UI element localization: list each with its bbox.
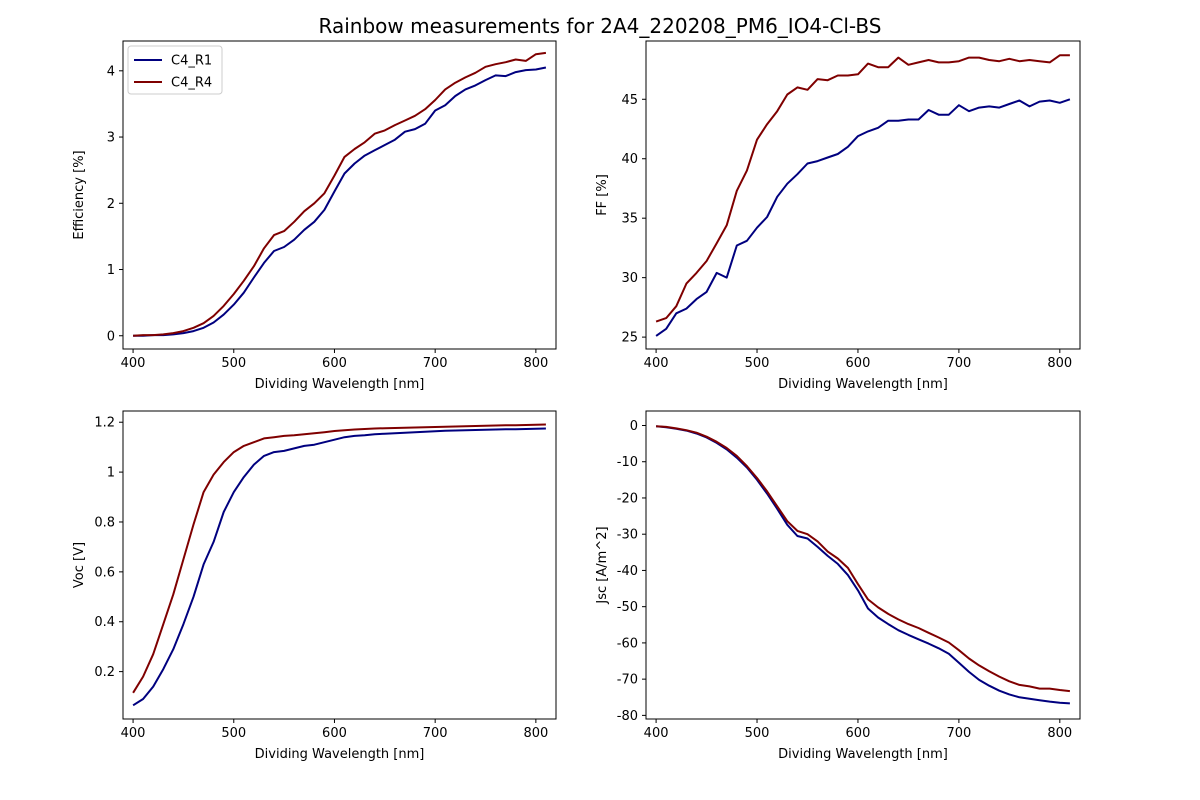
x-axis-label: Dividing Wavelength [nm] xyxy=(778,377,948,392)
axes-frame xyxy=(645,410,1081,720)
x-tick-label: 800 xyxy=(523,356,548,371)
y-tick-label: 0.4 xyxy=(94,615,115,630)
x-tick-label: 700 xyxy=(946,726,971,741)
voc-chart: 400 500 600 700 800 0.2 0.4 0.6 0.8 1 1.2 Dividing … xyxy=(72,410,557,762)
x-tick-label: 600 xyxy=(846,356,871,371)
x-tick-label: 800 xyxy=(1047,356,1072,371)
y-tick-label: 0.6 xyxy=(94,565,115,580)
x-tick-label: 700 xyxy=(946,356,971,371)
x-tick-label: 400 xyxy=(644,356,669,371)
series-line-c4-r1 xyxy=(655,425,1070,705)
y-tick-label: 40 xyxy=(621,152,638,167)
y-tick-label: -40 xyxy=(617,564,638,579)
y-tick-label: 25 xyxy=(621,331,638,346)
axes-frame xyxy=(122,410,557,720)
efficiency-chart: 400 500 600 700 800 0 1 2 3 4 Dividing Wavelength … xyxy=(72,40,557,392)
y-tick-label: 4 xyxy=(107,64,115,79)
x-tick-label: 700 xyxy=(423,726,448,741)
y-tick-label: -80 xyxy=(617,709,638,724)
series-line-c4-r1 xyxy=(132,427,546,707)
ff-chart: 400 500 600 700 800 25 30 35 40 45 Dividing Wavele… xyxy=(595,40,1081,392)
y-tick-label: 35 xyxy=(621,212,638,227)
y-axis-label: Efficiency [%] xyxy=(72,150,87,239)
legend: C4_R1 C4_R4 xyxy=(127,45,223,95)
axes-frame xyxy=(122,40,557,350)
series-line-c4-r1 xyxy=(655,98,1071,337)
x-tick-label: 400 xyxy=(121,726,146,741)
y-tick-label: 3 xyxy=(107,131,115,146)
legend-label: C4_R4 xyxy=(171,76,212,91)
x-tick-label: 600 xyxy=(322,356,347,371)
y-axis-label: Voc [V] xyxy=(72,542,87,588)
y-tick-label: 1 xyxy=(107,466,115,481)
x-tick-label: 500 xyxy=(745,726,770,741)
y-tick-label: -60 xyxy=(617,636,638,651)
legend-label: C4_R1 xyxy=(171,54,212,69)
y-tick-label: -10 xyxy=(617,455,638,470)
series-line-c4-r1 xyxy=(133,66,547,337)
y-axis-label: FF [%] xyxy=(595,174,610,216)
y-tick-label: -20 xyxy=(617,491,638,506)
x-tick-label: 400 xyxy=(644,726,669,741)
x-tick-label: 600 xyxy=(322,726,347,741)
figure-title: Rainbow measurements for 2A4_220208_PM6_… xyxy=(319,14,882,38)
x-tick-label: 500 xyxy=(745,356,770,371)
y-tick-label: 0 xyxy=(107,329,115,344)
y-axis-label: Jsc [A/m^2] xyxy=(595,526,610,604)
x-tick-label: 500 xyxy=(221,356,246,371)
y-tick-label: 30 xyxy=(621,271,638,286)
x-axis-label: Dividing Wavelength [nm] xyxy=(255,377,425,392)
x-tick-label: 800 xyxy=(1047,726,1072,741)
x-tick-label: 400 xyxy=(121,356,146,371)
y-tick-label: 0.2 xyxy=(94,665,115,680)
y-tick-label: 45 xyxy=(621,93,638,108)
y-tick-label: -50 xyxy=(617,600,638,615)
x-tick-label: 800 xyxy=(523,726,548,741)
x-tick-label: 600 xyxy=(846,726,871,741)
series-line-c4-r4 xyxy=(132,423,546,694)
x-tick-label: 700 xyxy=(423,356,448,371)
y-tick-label: -30 xyxy=(617,528,638,543)
y-tick-label: 1 xyxy=(107,263,115,278)
x-axis-label: Dividing Wavelength [nm] xyxy=(255,747,425,762)
axes-frame xyxy=(645,40,1081,350)
series-line-c4-r4 xyxy=(133,51,547,337)
x-axis-label: Dividing Wavelength [nm] xyxy=(778,747,948,762)
x-tick-label: 500 xyxy=(221,726,246,741)
y-tick-label: 1.2 xyxy=(94,416,115,431)
y-tick-label: -70 xyxy=(617,673,638,688)
y-tick-label: 0 xyxy=(630,419,638,434)
y-tick-label: 0.8 xyxy=(94,515,115,530)
series-line-c4-r4 xyxy=(656,425,1071,693)
series-line-c4-r4 xyxy=(655,54,1070,323)
y-tick-label: 2 xyxy=(107,197,115,212)
jsc-chart: 400 500 600 700 800 0 -10 -20 -30 -40 -50 -60 -70 -80… xyxy=(595,410,1081,762)
